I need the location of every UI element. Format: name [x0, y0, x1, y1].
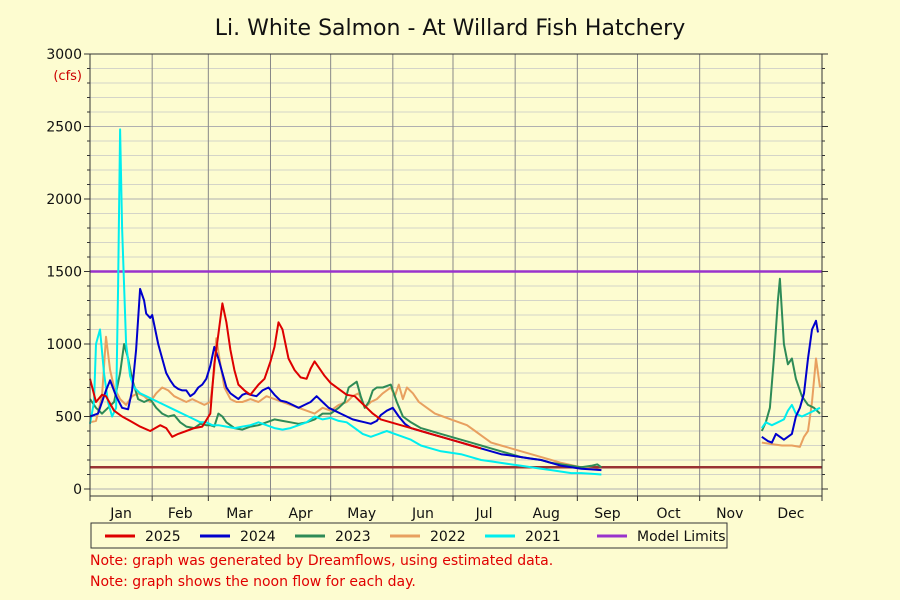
x-tick-label: Apr — [288, 506, 312, 522]
legend-label: 2022 — [430, 529, 466, 545]
grid — [89, 53, 823, 496]
y-tick-label: 0 — [73, 482, 82, 498]
series-lines — [89, 128, 821, 476]
x-tick-label: Jun — [411, 506, 434, 522]
legend-label: 2023 — [335, 529, 371, 545]
chart-title: Li. White Salmon - At Willard Fish Hatch… — [215, 16, 685, 41]
series-line-2022 — [89, 335, 602, 472]
series-line-2024 — [89, 287, 602, 472]
x-tick-label: Nov — [716, 506, 743, 522]
series-line-2022 — [761, 357, 821, 448]
y-tick-label: 3000 — [46, 47, 82, 63]
legend-label: Model Limits — [637, 529, 725, 545]
legend: 2025 2024 2023 2022 2021 Model Limits — [90, 522, 728, 549]
y-tick-label: 1000 — [46, 337, 82, 353]
legend-label: 2021 — [525, 529, 561, 545]
reference-lines — [90, 270, 822, 469]
note-generated: Note: graph was generated by Dreamflows,… — [90, 553, 554, 569]
x-tick-label: Aug — [533, 506, 560, 522]
axes: 0 500 1000 1500 2000 2500 3000 Jan Feb Mar Apr May J… — [46, 47, 828, 522]
legend-label: 2025 — [145, 529, 181, 545]
x-tick-label: May — [347, 506, 376, 522]
x-tick-label: Oct — [656, 506, 681, 522]
x-tick-label: Dec — [777, 506, 804, 522]
x-tick-label: Feb — [168, 506, 193, 522]
x-tick-label: Jul — [475, 506, 493, 522]
y-tick-label: 1500 — [46, 265, 82, 281]
series-line-2023 — [760, 277, 821, 432]
x-tick-label: Mar — [226, 506, 253, 522]
y-tick-label: 500 — [55, 410, 82, 426]
series-line-2021 — [760, 403, 821, 429]
legend-label: 2024 — [240, 529, 276, 545]
series-line-2023 — [89, 343, 602, 469]
series-line-2024 — [761, 319, 819, 444]
series-line-2025 — [89, 302, 482, 450]
series-line-2021 — [89, 128, 602, 476]
note-noon-flow: Note: graph shows the noon flow for each… — [90, 574, 416, 590]
x-tick-label: Sep — [594, 506, 621, 522]
y-tick-label: 2500 — [46, 120, 82, 136]
x-tick-label: Jan — [109, 506, 132, 522]
plot-frame — [89, 53, 823, 497]
y-unit-label: (cfs) — [53, 69, 82, 84]
y-tick-label: 2000 — [46, 192, 82, 208]
